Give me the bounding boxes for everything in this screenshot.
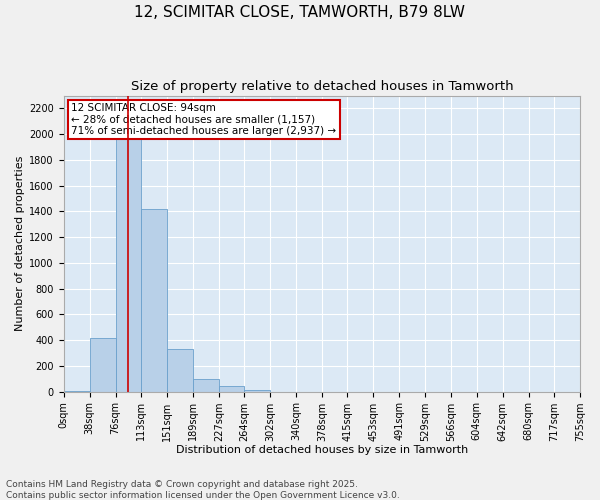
Y-axis label: Number of detached properties: Number of detached properties — [15, 156, 25, 332]
Text: 12, SCIMITAR CLOSE, TAMWORTH, B79 8LW: 12, SCIMITAR CLOSE, TAMWORTH, B79 8LW — [134, 5, 466, 20]
Bar — [116, 128, 141, 392]
Bar — [193, 378, 219, 392]
Bar — [89, 338, 116, 392]
Title: Size of property relative to detached houses in Tamworth: Size of property relative to detached ho… — [131, 80, 513, 93]
Bar — [244, 390, 270, 392]
X-axis label: Distribution of detached houses by size in Tamworth: Distribution of detached houses by size … — [176, 445, 468, 455]
Bar — [219, 386, 244, 392]
Bar — [64, 391, 89, 392]
Bar — [141, 209, 167, 392]
Bar — [167, 349, 193, 392]
Text: 12 SCIMITAR CLOSE: 94sqm
← 28% of detached houses are smaller (1,157)
71% of sem: 12 SCIMITAR CLOSE: 94sqm ← 28% of detach… — [71, 103, 337, 136]
Text: Contains HM Land Registry data © Crown copyright and database right 2025.
Contai: Contains HM Land Registry data © Crown c… — [6, 480, 400, 500]
